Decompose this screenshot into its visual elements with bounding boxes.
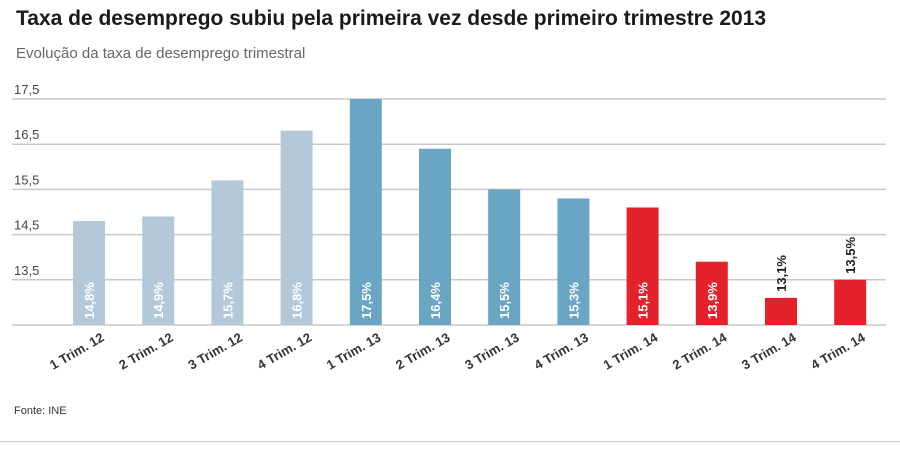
y-tick-label: 14,5: [14, 218, 39, 233]
y-tick-label: 13,5: [14, 263, 39, 278]
bar: [142, 216, 175, 325]
data-label: 15,5%: [497, 282, 512, 319]
data-label: 13,9%: [705, 282, 720, 319]
x-tick-label: 4 Trim. 12: [255, 330, 314, 373]
x-tick-label: 3 Trim. 12: [185, 330, 244, 373]
data-label: 17,5%: [359, 282, 374, 319]
x-axis-ticks: 1 Trim. 12 2 Trim. 12 3 Trim. 12 4 Trim. 12…: [47, 329, 868, 372]
data-label: 15,1%: [636, 282, 651, 319]
source-note: Fonte: INE: [14, 405, 67, 417]
data-label: 16,4%: [428, 282, 443, 319]
x-tick-label: 2 Trim. 12: [116, 330, 175, 373]
bar: [419, 148, 451, 325]
x-tick-label: 4 Trim. 13: [531, 330, 590, 373]
x-tick-label: 1 Trim. 12: [47, 330, 106, 373]
x-tick-label: 2 Trim. 13: [393, 330, 452, 373]
bar: [695, 261, 728, 325]
x-tick-label: 4 Trim. 14: [808, 329, 868, 372]
y-axis-ticks: 13,5 14,5 15,5 16,5 17,5: [14, 82, 39, 278]
bar: [765, 297, 797, 325]
y-tick-label: 15,5: [14, 172, 39, 187]
x-tick-label: 1 Trim. 14: [601, 329, 661, 372]
data-label: 14,8%: [82, 282, 97, 319]
bar: [73, 221, 105, 325]
bar: [211, 180, 244, 325]
y-tick-label: 17,5: [14, 82, 39, 97]
bottom-divider: [0, 441, 900, 442]
chart-title: Taxa de desemprego subiu pela primeira v…: [16, 7, 767, 30]
data-label: 16,8%: [290, 282, 305, 319]
x-tick-label: 3 Trim. 14: [739, 329, 799, 372]
bar: [488, 189, 521, 325]
x-tick-label: 1 Trim. 13: [324, 330, 383, 373]
data-label: 13,1%: [774, 255, 789, 292]
bars: [73, 99, 867, 325]
bar: [557, 198, 590, 325]
x-tick-label: 3 Trim. 13: [462, 330, 521, 373]
bar-chart: 14,8% 14,9% 15,7% 16,8% 17,5% 16,4% 15,5% 15,3%…: [12, 82, 886, 373]
bar: [349, 99, 382, 325]
data-label: 15,7%: [220, 282, 235, 319]
bar: [626, 207, 659, 325]
bar: [834, 279, 867, 325]
data-label: 14,9%: [151, 282, 166, 319]
x-tick-label: 2 Trim. 14: [670, 329, 730, 372]
data-labels: 14,8% 14,9% 15,7% 16,8% 17,5% 16,4% 15,5% 15,3%…: [82, 236, 858, 319]
chart-subtitle: Evolução da taxa de desemprego trimestra…: [16, 45, 306, 62]
bar: [280, 130, 313, 325]
data-label: 13,5%: [843, 236, 858, 273]
data-label: 15,3%: [566, 282, 581, 319]
y-tick-label: 16,5: [14, 127, 39, 142]
